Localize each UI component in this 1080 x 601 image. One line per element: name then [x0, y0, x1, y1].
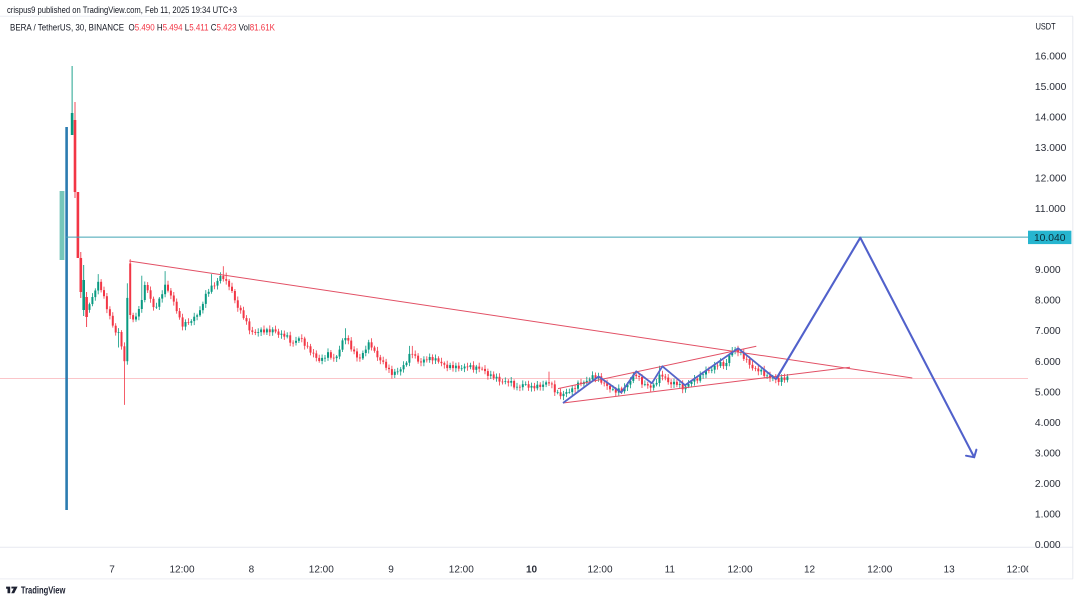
svg-text:16.000: 16.000	[1035, 51, 1067, 62]
svg-text:11.000: 11.000	[1035, 204, 1066, 215]
svg-text:TradingView: TradingView	[21, 585, 66, 596]
svg-text:12:00: 12:00	[169, 565, 194, 576]
svg-text:10.040: 10.040	[1034, 233, 1066, 244]
svg-text:14.000: 14.000	[1035, 112, 1067, 123]
svg-text:12:00: 12:00	[1006, 565, 1031, 576]
svg-text:13: 13	[944, 565, 956, 576]
svg-text:6.000: 6.000	[1035, 357, 1061, 368]
svg-text:12:00: 12:00	[867, 565, 892, 576]
svg-text:0.000: 0.000	[1035, 540, 1061, 551]
svg-text:7.000: 7.000	[1035, 326, 1061, 337]
svg-text:3.000: 3.000	[1035, 449, 1061, 460]
svg-text:2.000: 2.000	[1035, 479, 1061, 490]
svg-text:crispus9 published on TradingV: crispus9 published on TradingView.com, F…	[7, 5, 237, 16]
svg-text:12.000: 12.000	[1035, 174, 1067, 185]
svg-text:11: 11	[665, 565, 676, 576]
svg-text:8.000: 8.000	[1035, 296, 1061, 307]
svg-text:7: 7	[109, 565, 115, 576]
svg-text:13.000: 13.000	[1035, 143, 1067, 154]
svg-text:1.000: 1.000	[1035, 510, 1061, 521]
svg-text:USDT: USDT	[1036, 21, 1056, 31]
svg-text:10: 10	[526, 565, 538, 576]
svg-text:12: 12	[804, 565, 816, 576]
svg-text:9: 9	[388, 565, 394, 576]
svg-text:12:00: 12:00	[449, 565, 474, 576]
svg-text:BERA / TetherUS, 30, BINANCE: BERA / TetherUS, 30, BINANCE O5.490 H5.4…	[10, 23, 275, 34]
svg-text:8: 8	[249, 565, 255, 576]
svg-text:12:00: 12:00	[587, 565, 612, 576]
svg-text:9.000: 9.000	[1035, 265, 1061, 276]
svg-text:12:00: 12:00	[309, 565, 334, 576]
svg-text:4.000: 4.000	[1035, 418, 1061, 429]
svg-text:5.000: 5.000	[1035, 387, 1061, 398]
svg-text:15.000: 15.000	[1035, 82, 1067, 93]
svg-text:12:00: 12:00	[727, 565, 752, 576]
